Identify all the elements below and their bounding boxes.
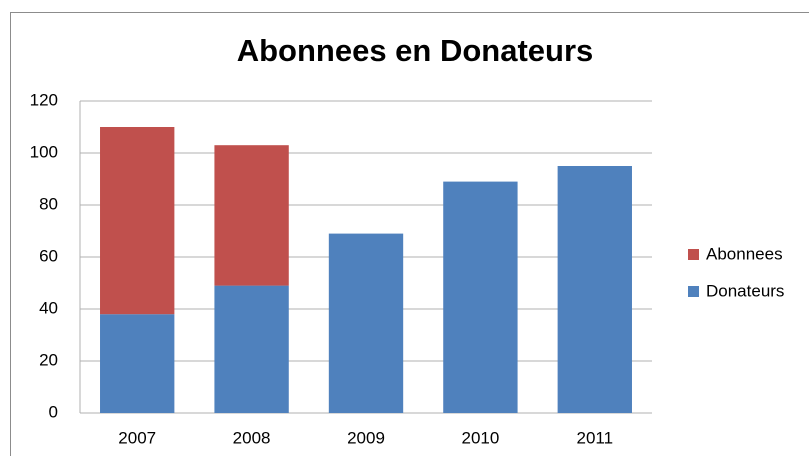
bar-segment bbox=[443, 181, 518, 413]
y-tick-label: 60 bbox=[39, 246, 58, 265]
bar-segment bbox=[100, 314, 175, 413]
chart-title: Abonnees en Donateurs bbox=[237, 33, 594, 68]
y-tick-label: 120 bbox=[30, 90, 58, 109]
x-tick-label: 2009 bbox=[347, 428, 385, 447]
bar-segment bbox=[100, 127, 175, 315]
legend-label: Donateurs bbox=[706, 281, 784, 300]
bar-segment bbox=[328, 233, 404, 413]
y-tick-label: 80 bbox=[39, 194, 58, 213]
y-tick-label: 100 bbox=[30, 142, 58, 161]
y-tick-label: 0 bbox=[49, 402, 58, 421]
legend-swatch bbox=[688, 249, 699, 260]
legend-label: Abonnees bbox=[706, 244, 783, 263]
y-tick-label: 20 bbox=[39, 350, 58, 369]
x-tick-label: 2007 bbox=[118, 428, 156, 447]
x-tick-label: 2010 bbox=[461, 428, 499, 447]
bar-segment bbox=[214, 285, 289, 413]
x-tick-label: 2008 bbox=[233, 428, 271, 447]
y-tick-label: 40 bbox=[39, 298, 58, 317]
bar-segment bbox=[214, 145, 289, 286]
legend-swatch bbox=[688, 286, 699, 297]
x-tick-label: 2011 bbox=[577, 428, 614, 447]
bar-segment bbox=[557, 166, 632, 413]
